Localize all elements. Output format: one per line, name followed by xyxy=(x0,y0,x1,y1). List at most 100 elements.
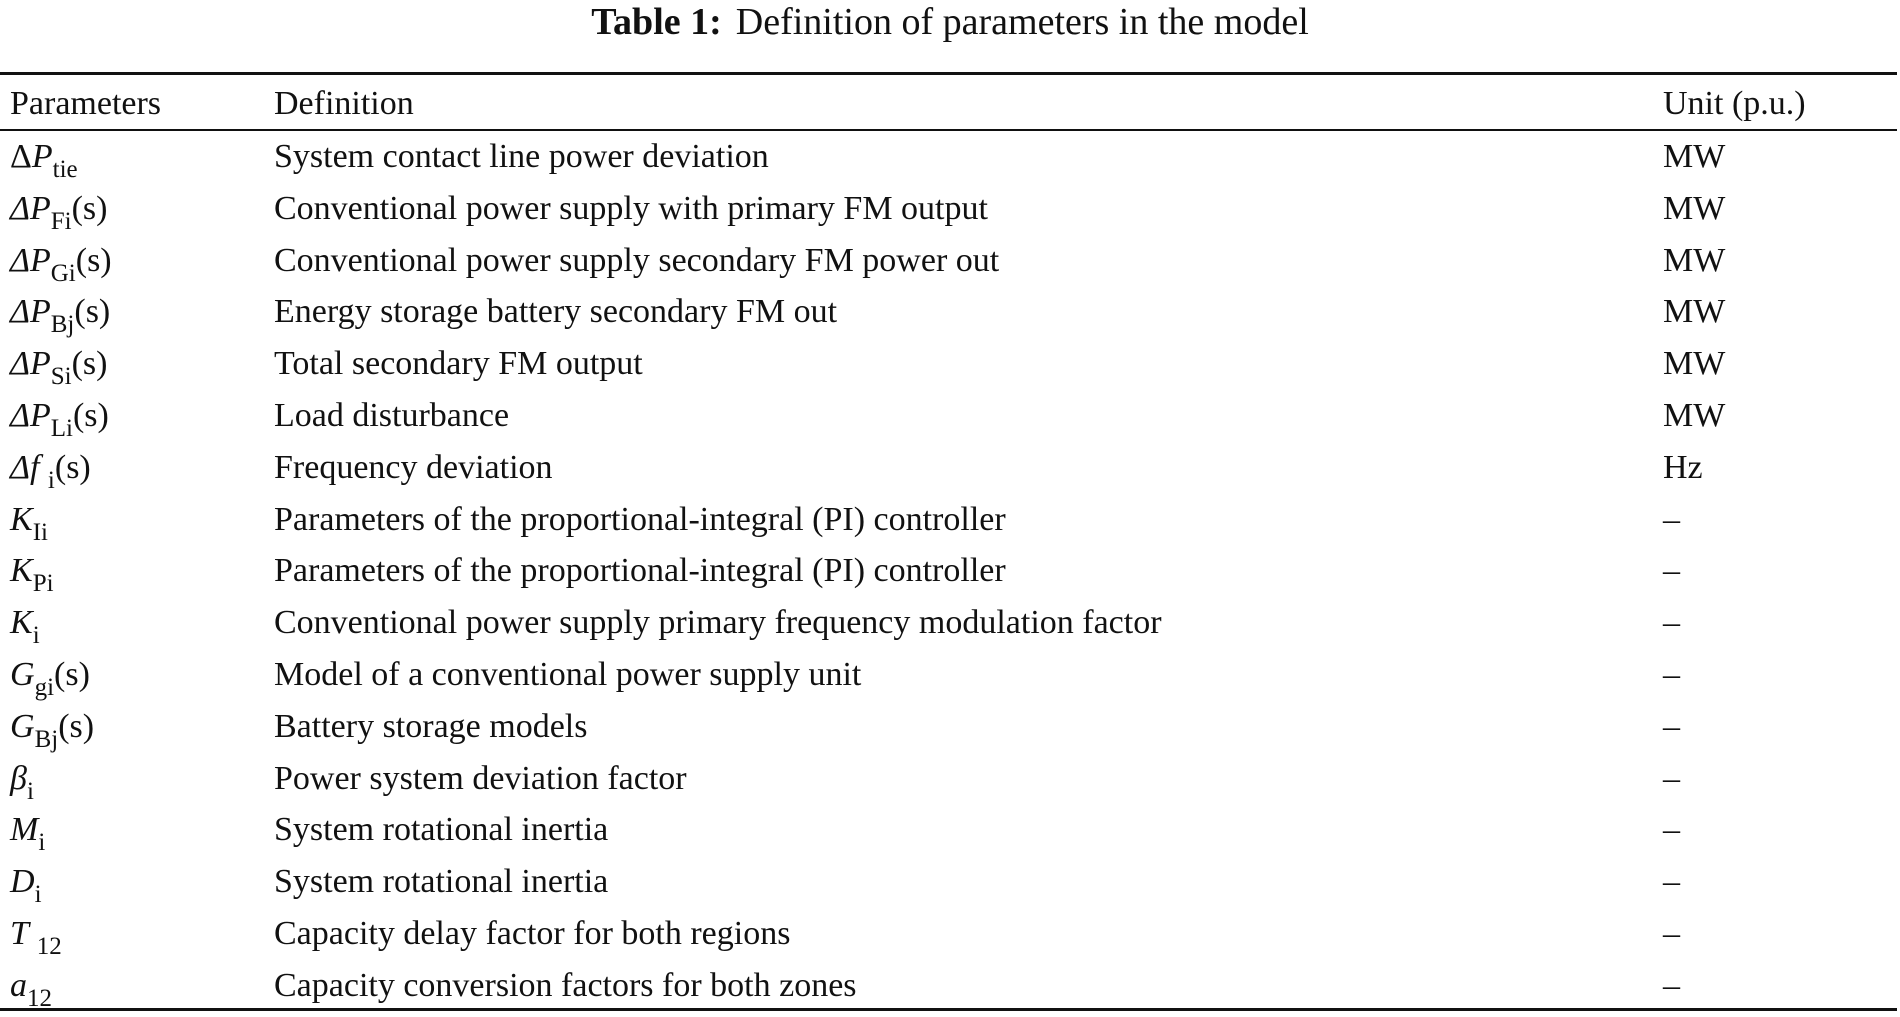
table-row: KPi Parameters of the proportional-integr… xyxy=(0,546,1897,598)
table-row: ΔPSi(s) Total secondary FM output MW xyxy=(0,339,1897,391)
table-row: Ki Conventional power supply primary freq… xyxy=(0,598,1897,650)
parameter-definition: Parameters of the proportional-integral … xyxy=(274,500,1006,538)
parameter-symbol: KPi xyxy=(10,546,54,599)
parameter-unit: – xyxy=(1663,500,1680,538)
symbol-argument: (s) xyxy=(75,241,112,279)
table-row: Mi System rotational inertia – xyxy=(0,805,1897,857)
symbol-main: G xyxy=(10,707,35,745)
table-row: ΔPtie System contact line power deviation… xyxy=(0,132,1897,184)
symbol-main: K xyxy=(10,552,33,590)
header-definition: Definition xyxy=(274,85,414,122)
symbol-prefix: Δ xyxy=(10,345,30,383)
parameter-definition: Energy storage battery secondary FM out xyxy=(274,293,838,331)
parameter-definition: Power system deviation factor xyxy=(274,759,687,797)
parameter-symbol: T 12 xyxy=(10,909,62,962)
symbol-subscript: i xyxy=(26,777,34,805)
top-rule xyxy=(0,72,1897,75)
parameter-definition: Conventional power supply with primary F… xyxy=(274,189,988,227)
parameter-unit: – xyxy=(1663,863,1680,901)
symbol-main: T xyxy=(10,914,37,952)
symbol-prefix: Δ xyxy=(10,138,32,175)
parameter-definition: System rotational inertia xyxy=(274,811,609,849)
symbol-subscript: Pi xyxy=(32,570,54,598)
symbol-main: β xyxy=(10,759,27,797)
parameter-definition: Capacity conversion factors for both zon… xyxy=(274,966,857,1004)
symbol-subscript: Fi xyxy=(50,207,72,235)
symbol-subscript: Li xyxy=(50,414,73,442)
symbol-subscript: Bj xyxy=(34,725,59,753)
symbol-main: P xyxy=(29,293,51,331)
table-row: Di System rotational inertia – xyxy=(0,857,1897,909)
parameter-symbol: Δf i(s) xyxy=(10,443,91,496)
symbol-subscript: 12 xyxy=(27,984,52,1012)
symbol-main: K xyxy=(10,500,33,538)
symbol-argument: (s) xyxy=(72,396,109,434)
symbol-prefix: Δ xyxy=(10,241,30,279)
table-row: KIi Parameters of the proportional-integr… xyxy=(0,495,1897,547)
parameter-symbol: Di xyxy=(10,857,42,910)
table-row: ΔPFi(s) Conventional power supply with pr… xyxy=(0,184,1897,236)
symbol-subscript: i xyxy=(47,466,55,494)
header-rule xyxy=(0,129,1897,131)
parameter-unit: MW xyxy=(1663,189,1726,227)
symbol-main: G xyxy=(10,655,35,693)
table-row: GBj(s) Battery storage models – xyxy=(0,702,1897,754)
header-unit: Unit (p.u.) xyxy=(1663,85,1806,122)
symbol-main: D xyxy=(10,863,35,901)
table-caption: Table 1: Definition of parameters in the … xyxy=(0,0,1900,44)
symbol-subscript: Ii xyxy=(32,518,48,546)
bottom-rule xyxy=(0,1008,1897,1011)
parameter-symbol: Mi xyxy=(10,805,45,858)
parameter-unit: – xyxy=(1663,811,1680,849)
parameter-symbol: ΔPGi(s) xyxy=(10,236,112,289)
parameter-unit: – xyxy=(1663,552,1680,590)
symbol-subscript: gi xyxy=(34,673,55,701)
symbol-main: P xyxy=(29,189,51,227)
parameter-symbol: KIi xyxy=(10,495,48,548)
table-body: ΔPtie System contact line power deviation… xyxy=(0,132,1897,1013)
parameter-symbol: ΔPLi(s) xyxy=(10,391,109,444)
table-row: T 12 Capacity delay factor for both regio… xyxy=(0,909,1897,961)
table-row: a12 Capacity conversion factors for both … xyxy=(0,961,1897,1013)
table-title: Definition of parameters in the model xyxy=(735,1,1309,43)
parameter-symbol: Ki xyxy=(10,598,40,651)
parameter-unit: – xyxy=(1663,966,1680,1004)
symbol-main: f xyxy=(29,448,48,486)
parameter-unit: MW xyxy=(1663,241,1726,279)
symbol-prefix: Δ xyxy=(10,189,30,227)
parameter-definition: Conventional power supply secondary FM p… xyxy=(274,241,1000,279)
table-row: Ggi(s) Model of a conventional power supp… xyxy=(0,650,1897,702)
symbol-argument: (s) xyxy=(54,655,90,693)
parameter-definition: Load disturbance xyxy=(274,396,510,434)
parameter-symbol: GBj(s) xyxy=(10,702,94,755)
parameter-definition: Capacity delay factor for both regions xyxy=(274,914,791,952)
parameter-symbol: βi xyxy=(10,754,34,807)
symbol-subscript: Bj xyxy=(50,311,75,339)
symbol-argument: (s) xyxy=(58,707,95,745)
parameter-definition: Battery storage models xyxy=(274,707,588,745)
table-row: Δf i(s) Frequency deviation Hz xyxy=(0,443,1897,495)
symbol-main: P xyxy=(29,241,51,279)
parameter-definition: Frequency deviation xyxy=(274,448,553,486)
parameter-unit: Hz xyxy=(1663,448,1703,486)
symbol-main: a xyxy=(10,966,27,1004)
table-row: βi Power system deviation factor – xyxy=(0,754,1897,806)
parameter-unit: – xyxy=(1663,707,1680,745)
table-row: ΔPLi(s) Load disturbance MW xyxy=(0,391,1897,443)
parameter-symbol: ΔPFi(s) xyxy=(10,184,108,237)
symbol-subscript: i xyxy=(32,622,40,650)
parameter-symbol: ΔPSi(s) xyxy=(10,339,108,392)
parameter-unit: MW xyxy=(1663,138,1726,175)
symbol-subscript: i xyxy=(38,829,46,857)
symbol-prefix: Δ xyxy=(10,293,30,331)
header-parameters: Parameters xyxy=(10,85,162,122)
symbol-subscript: Si xyxy=(50,363,72,391)
parameter-symbol: ΔPtie xyxy=(10,132,78,185)
table-row: ΔPGi(s) Conventional power supply seconda… xyxy=(0,236,1897,288)
parameter-unit: MW xyxy=(1663,345,1726,383)
symbol-prefix: Δ xyxy=(10,448,30,486)
symbol-argument: (s) xyxy=(71,189,108,227)
symbol-prefix: Δ xyxy=(10,396,30,434)
symbol-subscript: Gi xyxy=(50,259,76,287)
parameter-definition: Conventional power supply primary freque… xyxy=(274,604,1162,642)
